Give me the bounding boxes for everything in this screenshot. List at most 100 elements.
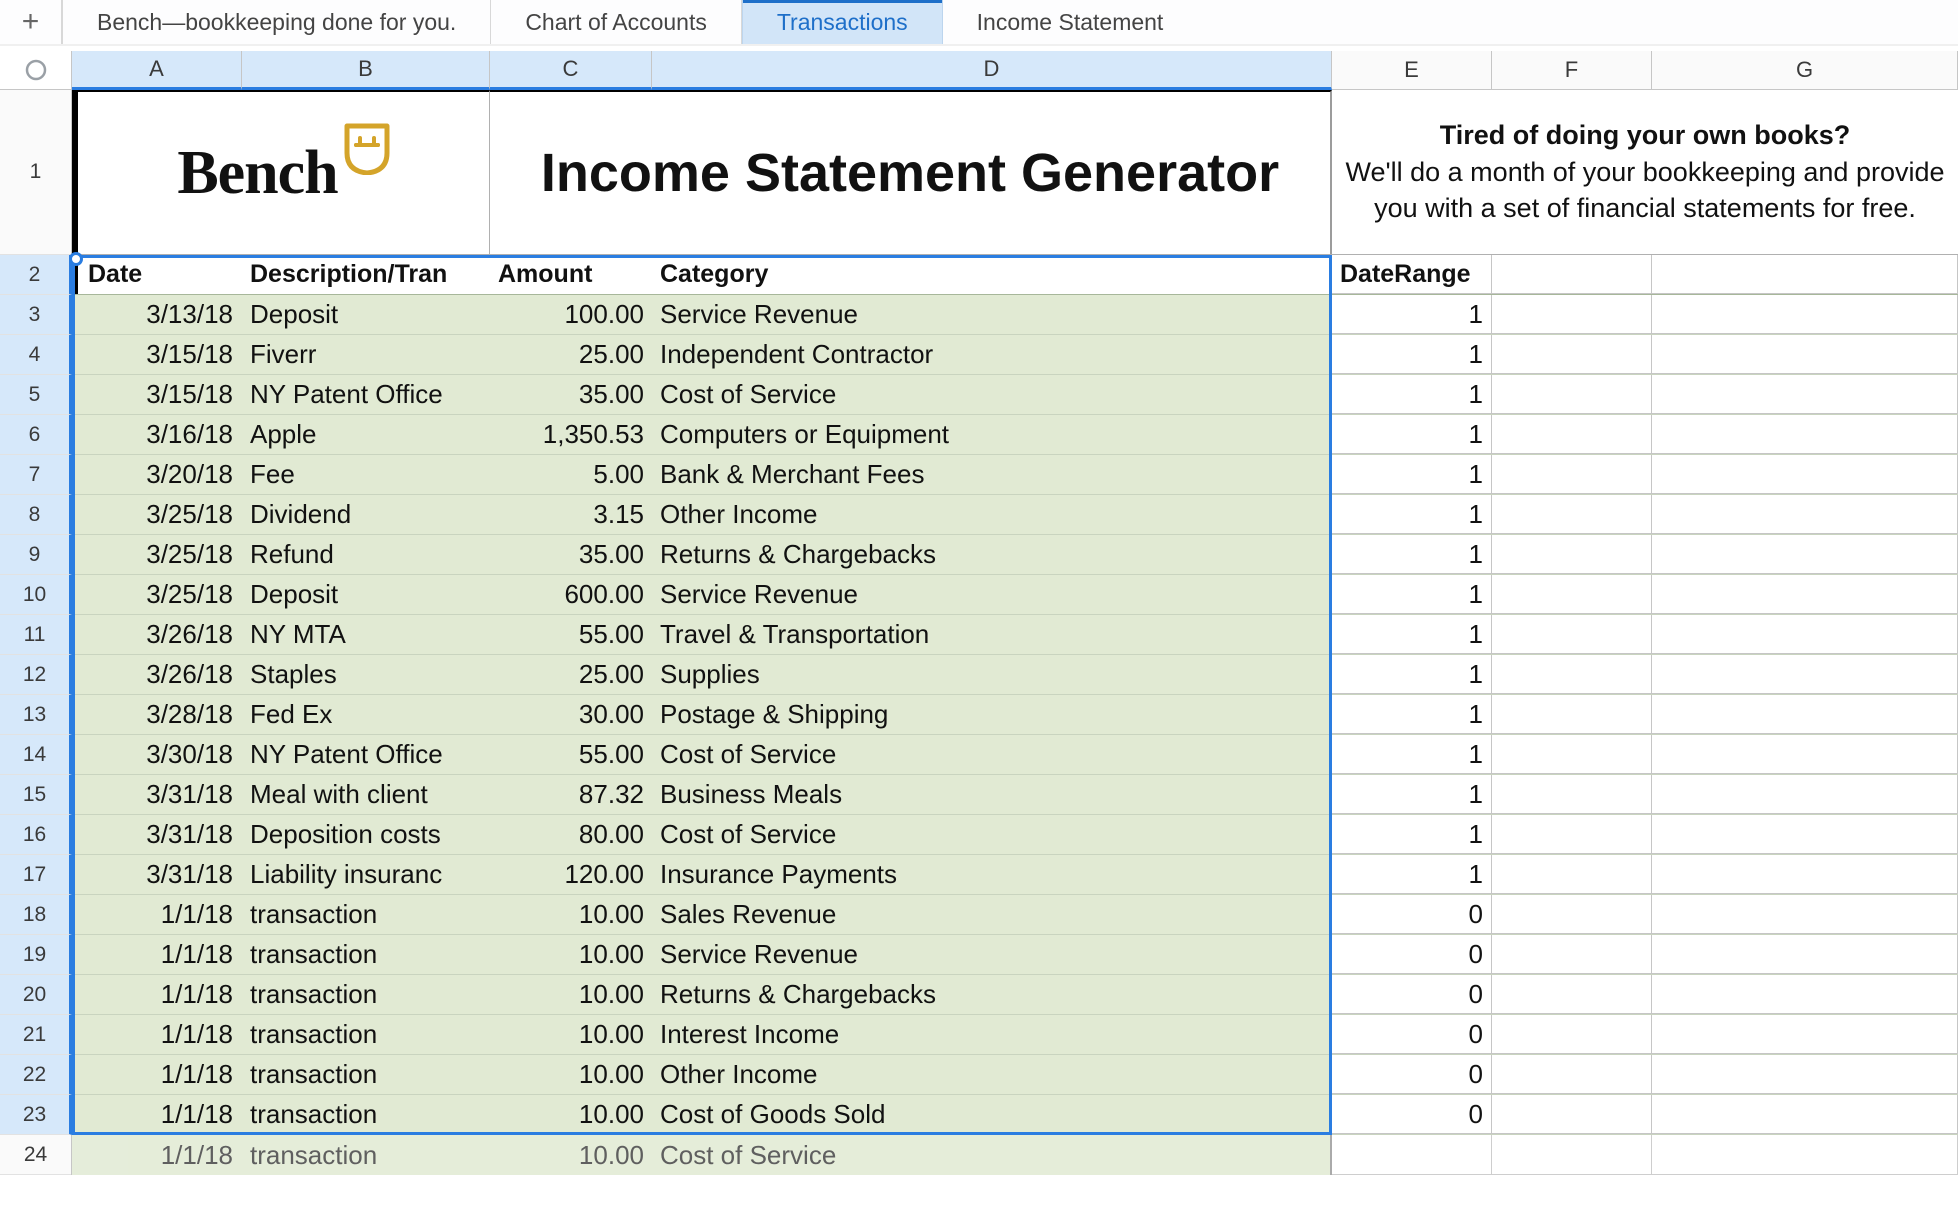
cell-amount[interactable]: 10.00 xyxy=(490,935,652,974)
cell-daterange[interactable]: 1 xyxy=(1332,455,1492,494)
cell-daterange[interactable]: 1 xyxy=(1332,335,1492,374)
cell-amount[interactable]: 10.00 xyxy=(490,895,652,934)
add-sheet-button[interactable]: + xyxy=(0,0,62,44)
cell-amount[interactable]: 87.32 xyxy=(490,775,652,814)
row-header[interactable]: 7 xyxy=(0,455,72,495)
cell-blank[interactable] xyxy=(1492,495,1652,534)
cell-category[interactable]: Computers or Equipment xyxy=(652,415,1332,454)
col-header-F[interactable]: F xyxy=(1492,51,1652,89)
cell-daterange[interactable] xyxy=(1332,1135,1492,1175)
cell-blank[interactable] xyxy=(1492,535,1652,574)
cell-blank[interactable] xyxy=(1652,975,1958,1014)
cell-amount[interactable]: 35.00 xyxy=(490,375,652,414)
cell-blank[interactable] xyxy=(1492,935,1652,974)
sheet-tab[interactable]: Chart of Accounts xyxy=(491,0,742,44)
cell-amount[interactable]: 25.00 xyxy=(490,655,652,694)
cell-blank[interactable] xyxy=(1652,655,1958,694)
cell-description[interactable]: transaction xyxy=(242,1015,490,1054)
cell-blank[interactable] xyxy=(1652,415,1958,454)
row-header[interactable]: 12 xyxy=(0,655,72,695)
cell-description[interactable]: Dividend xyxy=(242,495,490,534)
cell-date[interactable]: 1/1/18 xyxy=(72,895,242,934)
cell-amount[interactable]: 100.00 xyxy=(490,295,652,334)
cell-blank[interactable] xyxy=(1492,1015,1652,1054)
row-header[interactable]: 20 xyxy=(0,975,72,1015)
cell-blank[interactable] xyxy=(1652,335,1958,374)
cell-description[interactable]: NY Patent Office xyxy=(242,375,490,414)
cell-daterange[interactable]: 1 xyxy=(1332,815,1492,854)
cell-category[interactable]: Cost of Service xyxy=(652,735,1332,774)
cell-date[interactable]: 1/1/18 xyxy=(72,1135,242,1175)
cell-daterange[interactable]: 1 xyxy=(1332,615,1492,654)
row-header[interactable]: 14 xyxy=(0,735,72,775)
cell-blank[interactable] xyxy=(1652,775,1958,814)
cell-blank[interactable] xyxy=(1492,895,1652,934)
cell-daterange[interactable]: 1 xyxy=(1332,375,1492,414)
header-amount[interactable]: Amount xyxy=(490,255,652,294)
cell-amount[interactable]: 10.00 xyxy=(490,1015,652,1054)
cell-blank[interactable] xyxy=(1652,375,1958,414)
cell-date[interactable]: 3/31/18 xyxy=(72,855,242,894)
row-header[interactable]: 17 xyxy=(0,855,72,895)
cell-daterange[interactable]: 0 xyxy=(1332,1055,1492,1094)
cell-blank[interactable] xyxy=(1492,695,1652,734)
sheet-tab-active[interactable]: Transactions xyxy=(742,0,943,44)
col-header-E[interactable]: E xyxy=(1332,51,1492,89)
col-header-B[interactable]: B xyxy=(242,51,490,90)
row-header[interactable]: 15 xyxy=(0,775,72,815)
cell-blank[interactable] xyxy=(1652,815,1958,854)
cell-category[interactable]: Postage & Shipping xyxy=(652,695,1332,734)
cell-daterange[interactable]: 1 xyxy=(1332,855,1492,894)
cell-amount[interactable]: 55.00 xyxy=(490,735,652,774)
cell-blank[interactable] xyxy=(1652,615,1958,654)
cell-blank[interactable] xyxy=(1652,895,1958,934)
cell-description[interactable]: Fee xyxy=(242,455,490,494)
sheet-tab[interactable]: Income Statement xyxy=(943,0,1958,44)
cell-blank[interactable] xyxy=(1492,655,1652,694)
cell-date[interactable]: 3/15/18 xyxy=(72,335,242,374)
row-header[interactable]: 13 xyxy=(0,695,72,735)
cell-description[interactable]: transaction xyxy=(242,895,490,934)
cell-description[interactable]: transaction xyxy=(242,1095,490,1134)
cell-date[interactable]: 3/30/18 xyxy=(72,735,242,774)
cell-blank[interactable] xyxy=(1492,575,1652,614)
cell-blank[interactable] xyxy=(1492,1055,1652,1094)
sheet-tab[interactable]: Bench—bookkeeping done for you. xyxy=(63,0,491,44)
cell-description[interactable]: Deposition costs xyxy=(242,815,490,854)
cell-blank[interactable] xyxy=(1492,975,1652,1014)
row-header[interactable]: 11 xyxy=(0,615,72,655)
cell-category[interactable]: Cost of Service xyxy=(652,375,1332,414)
cell-category[interactable]: Business Meals xyxy=(652,775,1332,814)
cell-amount[interactable]: 600.00 xyxy=(490,575,652,614)
cell-blank[interactable] xyxy=(1652,575,1958,614)
cell-daterange[interactable]: 0 xyxy=(1332,975,1492,1014)
cell-blank[interactable] xyxy=(1652,1055,1958,1094)
row-header[interactable]: 9 xyxy=(0,535,72,575)
row-header[interactable]: 16 xyxy=(0,815,72,855)
row-header[interactable]: 4 xyxy=(0,335,72,375)
cell-daterange[interactable]: 0 xyxy=(1332,895,1492,934)
cell-date[interactable]: 3/15/18 xyxy=(72,375,242,414)
cell-description[interactable]: transaction xyxy=(242,1055,490,1094)
cell-description[interactable]: Deposit xyxy=(242,295,490,334)
cell-date[interactable]: 3/26/18 xyxy=(72,615,242,654)
cell-date[interactable]: 3/16/18 xyxy=(72,415,242,454)
cell-category[interactable]: Interest Income xyxy=(652,1015,1332,1054)
row-header[interactable]: 10 xyxy=(0,575,72,615)
cell-amount[interactable]: 55.00 xyxy=(490,615,652,654)
cell-blank[interactable] xyxy=(1652,495,1958,534)
header-date[interactable]: Date xyxy=(72,255,242,294)
cell-date[interactable]: 3/31/18 xyxy=(72,775,242,814)
select-all-corner[interactable] xyxy=(0,51,72,90)
cell-blank[interactable] xyxy=(1492,615,1652,654)
cell-category[interactable]: Insurance Payments xyxy=(652,855,1332,894)
cell-daterange[interactable]: 1 xyxy=(1332,735,1492,774)
cell-category[interactable]: Cost of Service xyxy=(652,815,1332,854)
cell-category[interactable]: Travel & Transportation xyxy=(652,615,1332,654)
cell-description[interactable]: Deposit xyxy=(242,575,490,614)
cell-category[interactable]: Other Income xyxy=(652,1055,1332,1094)
cell-daterange[interactable]: 1 xyxy=(1332,575,1492,614)
cell-daterange[interactable]: 1 xyxy=(1332,775,1492,814)
col-header-D[interactable]: D xyxy=(652,51,1332,90)
cell-category[interactable]: Supplies xyxy=(652,655,1332,694)
